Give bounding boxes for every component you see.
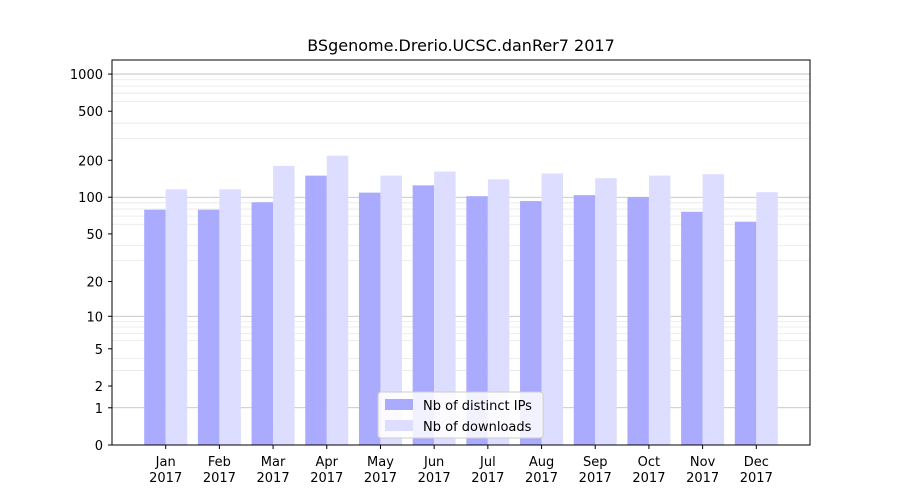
y-tick-label: 2 (95, 380, 103, 395)
bar-downloads (434, 171, 456, 445)
bar-downloads (326, 155, 349, 446)
x-tick-label-month: Jan (155, 455, 176, 470)
y-tick-label: 200 (78, 154, 103, 169)
y-tick-label: 0 (95, 439, 103, 454)
x-tick-label-month: Feb (208, 455, 231, 470)
x-tick-label-month: Apr (316, 455, 339, 470)
x-tick-label-year: 2017 (740, 471, 773, 486)
y-tick-label: 5 (95, 343, 103, 358)
bar-distinct-ips (412, 185, 435, 446)
bar-downloads (702, 174, 725, 445)
legend-swatch (385, 420, 413, 431)
bar-downloads (595, 178, 617, 445)
chart-title: BSgenome.Drerio.UCSC.danRer7 2017 (307, 36, 615, 55)
x-tick-label-year: 2017 (364, 471, 397, 486)
x-tick-label-year: 2017 (203, 471, 236, 486)
bar-distinct-ips (197, 209, 220, 445)
bar-downloads (165, 189, 188, 445)
bar-distinct-ips (251, 202, 274, 445)
bar-distinct-ips (681, 211, 703, 445)
x-tick-label-year: 2017 (686, 471, 719, 486)
bar-downloads (219, 189, 241, 445)
x-tick-label-month: Oct (638, 455, 660, 470)
axes: 01251020501002005001000Jan2017Feb2017Mar… (70, 59, 811, 486)
x-tick-label-year: 2017 (418, 471, 451, 486)
x-tick-label-year: 2017 (579, 471, 612, 486)
x-tick-label-year: 2017 (257, 471, 290, 486)
y-tick-label: 1 (95, 402, 103, 417)
x-tick-label-month: Dec (744, 455, 769, 470)
x-tick-label-month: Aug (529, 455, 554, 470)
legend: Nb of distinct IPs Nb of downloads (377, 391, 544, 439)
bar-downloads (380, 175, 402, 446)
plot-frame (111, 59, 811, 446)
bar-distinct-ips (144, 209, 166, 445)
bar-distinct-ips (358, 192, 381, 445)
x-tick-label-month: May (367, 455, 394, 470)
legend-box (377, 391, 544, 439)
bar-distinct-ips (466, 196, 488, 445)
y-tick-label: 50 (86, 228, 103, 243)
bar-downloads (487, 179, 510, 445)
x-tick-label-year: 2017 (310, 471, 343, 486)
x-tick-label-month: Jun (423, 455, 444, 470)
x-tick-label-year: 2017 (471, 471, 504, 486)
bar-downloads (541, 173, 564, 445)
x-tick-label-month: Nov (690, 455, 716, 470)
x-tick-label-month: Jul (479, 455, 496, 470)
bar-distinct-ips (305, 175, 327, 446)
y-tick-label: 1000 (70, 68, 103, 83)
x-tick-label-year: 2017 (149, 471, 182, 486)
legend-swatch (385, 399, 413, 410)
x-tick-label-month: Mar (261, 455, 286, 470)
bar-distinct-ips (734, 221, 757, 445)
y-tick-label: 20 (86, 276, 103, 291)
bar-downloads (756, 192, 778, 445)
bar-downloads (273, 165, 295, 446)
legend-label: Nb of downloads (423, 420, 532, 435)
y-tick-label: 100 (78, 191, 103, 206)
legend-label: Nb of distinct IPs (423, 399, 532, 414)
x-tick-label-month: Sep (583, 455, 608, 470)
bar-distinct-ips (573, 195, 596, 445)
bar-distinct-ips (520, 201, 542, 445)
x-tick-label-year: 2017 (632, 471, 665, 486)
bars (144, 155, 778, 446)
y-tick-label: 500 (78, 105, 103, 120)
x-tick-label-year: 2017 (525, 471, 558, 486)
bar-distinct-ips (627, 197, 649, 445)
bar-downloads (648, 175, 671, 446)
y-tick-label: 10 (86, 310, 103, 325)
